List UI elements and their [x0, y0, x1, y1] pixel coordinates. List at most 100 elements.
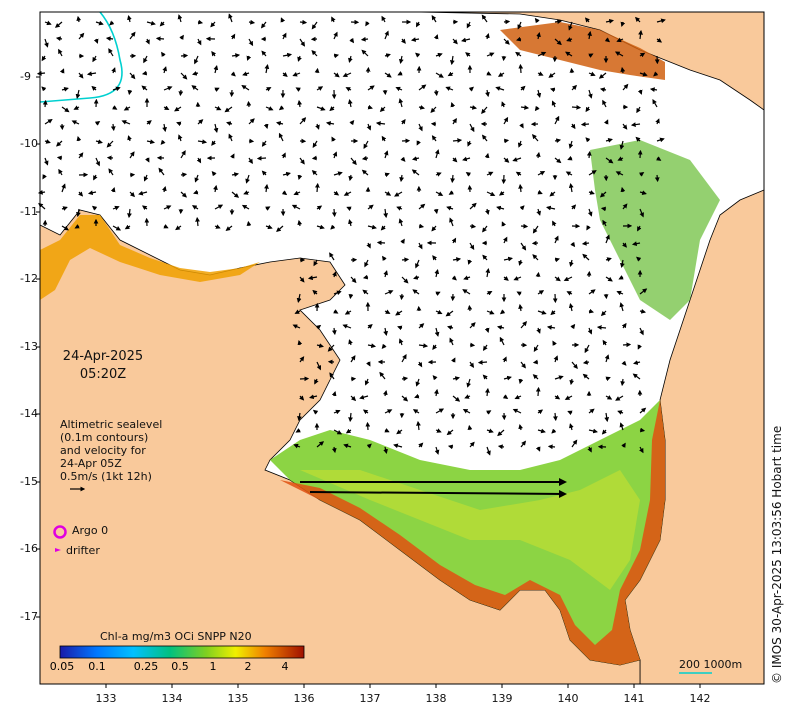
velocity-arrow [399, 174, 404, 183]
velocity-arrow [246, 220, 252, 227]
velocity-arrow [44, 38, 49, 48]
velocity-arrow [329, 106, 335, 112]
velocity-arrow [367, 343, 377, 349]
velocity-arrow [520, 361, 526, 369]
velocity-arrow [398, 218, 404, 227]
velocity-arrow [127, 15, 132, 23]
velocity-arrow [383, 446, 388, 454]
velocity-arrow [398, 338, 404, 346]
velocity-arrow [246, 100, 252, 108]
velocity-arrow [517, 21, 522, 30]
velocity-arrow [379, 106, 386, 113]
velocity-arrow [78, 152, 84, 159]
velocity-arrow [384, 30, 389, 40]
velocity-arrow [563, 276, 573, 282]
velocity-arrow [367, 324, 373, 329]
velocity-arrow [503, 276, 509, 281]
velocity-arrow [297, 412, 302, 422]
velocity-arrow [367, 204, 374, 210]
colorbar-tick: 1 [209, 660, 217, 673]
velocity-arrow [112, 225, 122, 231]
velocity-arrow [604, 354, 610, 363]
velocity-arrow [242, 71, 250, 77]
velocity-arrow [365, 21, 370, 27]
velocity-arrow [297, 55, 302, 62]
velocity-arrow [94, 120, 101, 126]
velocity-arrow [518, 378, 524, 385]
velocity-arrow [36, 70, 46, 76]
velocity-arrow [550, 310, 556, 316]
velocity-arrow [461, 37, 471, 43]
velocity-arrow [315, 123, 320, 130]
velocity-arrow [282, 32, 287, 40]
velocity-arrow [482, 344, 488, 351]
velocity-arrow [520, 223, 529, 229]
velocity-arrow [294, 309, 301, 314]
velocity-arrow [451, 237, 457, 244]
velocity-arrow [314, 67, 320, 74]
velocity-arrow [225, 225, 233, 232]
velocity-arrow [449, 217, 454, 227]
velocity-arrow [602, 339, 608, 346]
velocity-arrow [87, 190, 97, 196]
velocity-arrow [547, 444, 556, 450]
velocity-arrow [211, 51, 217, 57]
velocity-arrow [450, 174, 456, 184]
velocity-arrow [432, 344, 438, 350]
velocity-arrow [91, 205, 98, 211]
velocity-arrow [314, 378, 319, 385]
velocity-arrow [515, 171, 522, 177]
velocity-arrow [316, 106, 326, 111]
velocity-arrow [503, 116, 509, 125]
velocity-arrow [584, 344, 590, 354]
lat-label: -17 [20, 610, 38, 623]
lat-label: -11 [20, 205, 38, 218]
velocity-arrow [397, 71, 403, 76]
velocity-arrow [482, 374, 488, 380]
velocity-arrow [588, 71, 596, 77]
velocity-arrow [211, 171, 217, 177]
velocity-arrow [614, 51, 624, 57]
argo-legend-label: Argo 0 [72, 524, 109, 537]
velocity-arrow [548, 72, 556, 78]
velocity-arrow [295, 428, 301, 433]
velocity-arrow [655, 118, 660, 125]
velocity-arrow [432, 255, 438, 261]
velocity-arrow [497, 429, 505, 437]
velocity-arrow [588, 190, 595, 195]
colorbar-tick: 4 [281, 660, 289, 673]
velocity-arrow [462, 156, 471, 162]
velocity-arrow [599, 191, 607, 198]
velocity-arrow [112, 86, 121, 92]
velocity-arrow [554, 115, 560, 125]
velocity-arrow [435, 191, 444, 196]
velocity-arrow [346, 206, 352, 212]
velocity-arrow [569, 423, 574, 431]
velocity-arrow [248, 38, 254, 47]
velocity-arrow [622, 242, 627, 248]
velocity-arrow [536, 327, 541, 334]
velocity-arrow [331, 136, 336, 142]
velocity-arrow [554, 375, 564, 380]
velocity-arrow [71, 120, 80, 125]
velocity-arrow [264, 183, 269, 193]
velocity-arrow [430, 106, 437, 113]
velocity-arrow [605, 234, 610, 244]
velocity-arrow [256, 155, 267, 161]
velocity-arrow [180, 150, 186, 159]
velocity-arrow [382, 389, 388, 397]
velocity-arrow [549, 87, 556, 93]
velocity-arrow [333, 409, 341, 415]
velocity-arrow [214, 87, 220, 93]
velocity-arrow [552, 340, 557, 346]
velocity-arrow [230, 153, 235, 159]
velocity-arrow [146, 139, 156, 145]
velocity-arrow [348, 339, 353, 346]
velocity-arrow [588, 428, 598, 434]
credit-text: © IMOS 30-Apr-2025 13:03:56 Hobart time [770, 425, 784, 684]
velocity-arrow [549, 191, 556, 197]
drifter-legend-label: drifter [66, 544, 100, 557]
velocity-arrow [193, 189, 199, 195]
velocity-arrow [146, 20, 156, 26]
